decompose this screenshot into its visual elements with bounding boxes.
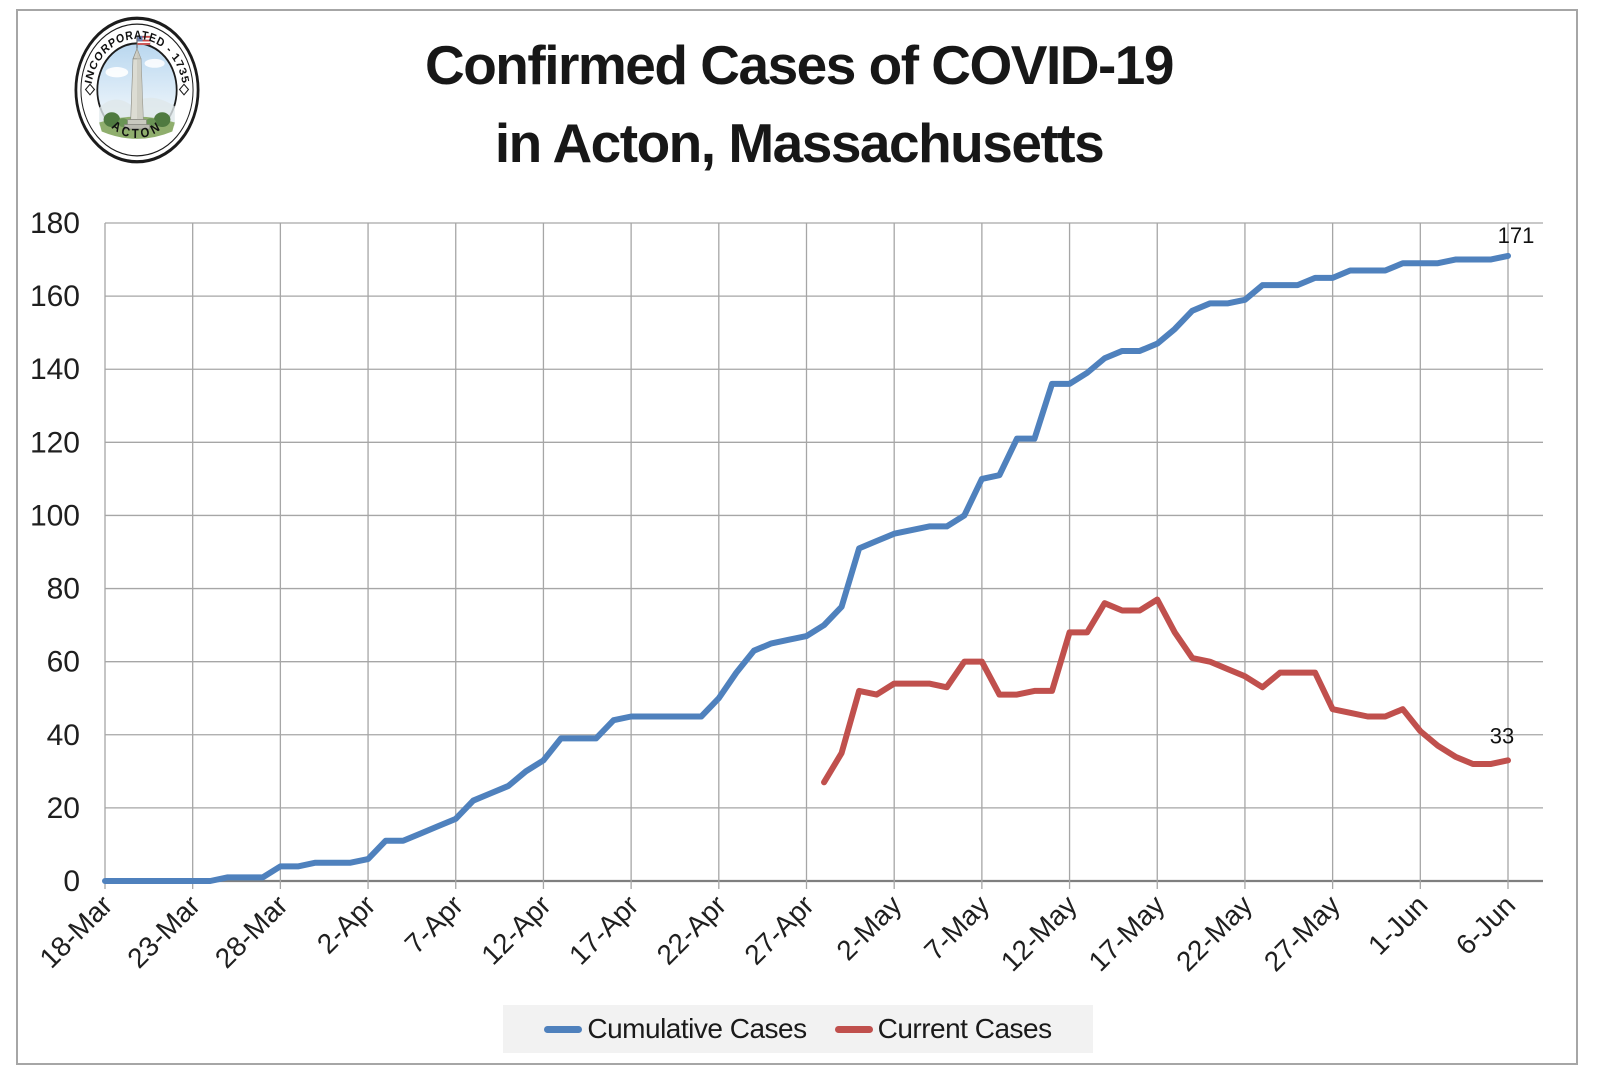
x-axis-tick-label: 22-Apr [651,889,732,970]
us-flag [137,35,151,46]
y-axis-tick-label: 160 [30,280,80,313]
legend-label: Current Cases [877,1013,1053,1044]
svg-text:2-May: 2-May [830,889,907,966]
legend-label: Cumulative Cases [587,1013,807,1044]
cumulative-cases-line-swatch [544,1025,583,1033]
x-axis-tick-label: 23-Mar [121,889,206,974]
legend-item-cumulative-cases: Cumulative Cases [544,1013,807,1045]
svg-text:22-May: 22-May [1170,889,1258,977]
svg-text:2-Apr: 2-Apr [311,889,381,959]
y-axis-tick-label: 100 [30,499,80,532]
svg-text:27-May: 27-May [1258,889,1346,977]
chart-title-line2: in Acton, Massachusetts [494,112,1105,174]
series-line-current-cases [821,596,1511,786]
data-label-33: 33 [1490,723,1514,748]
x-axis-tick-label: 12-May [995,889,1083,977]
svg-text:28-Mar: 28-Mar [209,889,294,974]
data-label-171: 171 [1498,223,1535,248]
svg-text:18-Mar: 18-Mar [34,889,119,974]
x-axis-tick-label: 7-May [918,889,995,966]
y-axis-tick-label: 120 [30,426,80,459]
chart-title-line1: Confirmed Cases of COVID-19 [424,34,1175,96]
x-axis-tick-label: 2-May [830,889,907,966]
svg-text:12-Apr: 12-Apr [475,889,556,970]
y-axis-tick-label: 0 [63,865,80,898]
gridlines [104,222,1543,889]
seal-scene [99,35,175,139]
y-axis-tick-label: 180 [30,207,80,240]
acton-town-seal-logo: INCORPORATED - 1735 ACTON [74,16,200,164]
x-axis-tick-label: 12-Apr [475,889,556,970]
series-line-cumulative-cases [102,252,1511,884]
y-axis-tick-label: 60 [47,646,80,679]
svg-text:7-May: 7-May [918,889,995,966]
svg-text:7-Apr: 7-Apr [399,889,469,959]
current-cases-line-swatch [834,1025,873,1033]
y-axis-tick-label: 20 [47,792,80,825]
chart-legend: Cumulative Cases Current Cases [503,1005,1093,1053]
chart-title: Confirmed Cases of COVID-19 in Acton, Ma… [0,26,1598,182]
x-axis-tick-label: 6-Jun [1450,889,1521,960]
x-axis-tick-label: 27-Apr [738,889,819,970]
svg-text:1-Jun: 1-Jun [1362,889,1433,960]
svg-text:27-Apr: 27-Apr [738,889,819,970]
x-axis-tick-label: 18-Mar [34,889,119,974]
x-axis-tick-label: 2-Apr [311,889,381,959]
svg-text:12-May: 12-May [995,889,1083,977]
x-axis-tick-label: 7-Apr [399,889,469,959]
svg-text:6-Jun: 6-Jun [1450,889,1521,960]
x-axis-tick-label: 28-Mar [209,889,294,974]
svg-text:17-Apr: 17-Apr [563,889,644,970]
svg-text:17-May: 17-May [1083,889,1171,977]
y-axis-tick-label: 140 [30,353,80,386]
x-axis-tick-label: 17-May [1083,889,1171,977]
obelisk [124,47,150,130]
x-axis-tick-label: 22-May [1170,889,1258,977]
svg-text:22-Apr: 22-Apr [651,889,732,970]
y-axis-tick-label: 40 [47,719,80,752]
svg-text:23-Mar: 23-Mar [121,889,206,974]
x-axis-tick-label: 27-May [1258,889,1346,977]
legend-item-current-cases: Current Cases [834,1013,1053,1045]
x-axis-tick-label: 1-Jun [1362,889,1433,960]
y-axis-tick-label: 80 [47,573,80,606]
x-axis-tick-label: 17-Apr [563,889,644,970]
